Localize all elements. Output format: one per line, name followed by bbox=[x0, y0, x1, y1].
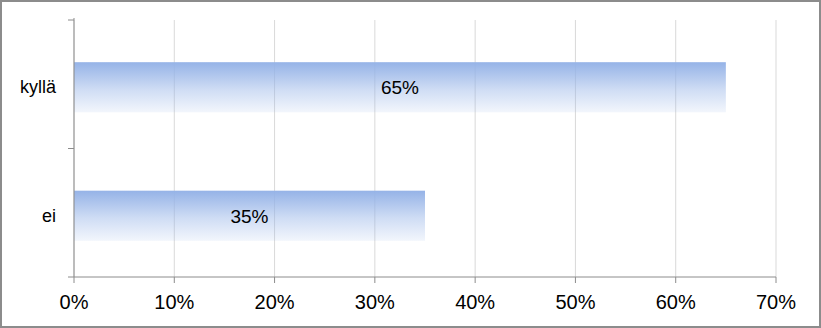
tick-label: 40% bbox=[455, 291, 495, 313]
data-label: 65% bbox=[381, 77, 419, 98]
x-axis bbox=[74, 277, 776, 278]
tick-label: 20% bbox=[255, 291, 295, 313]
tick-mark bbox=[675, 277, 676, 283]
category-tick bbox=[68, 277, 74, 278]
tick-label: 10% bbox=[154, 291, 194, 313]
tick-mark bbox=[174, 277, 175, 283]
bar bbox=[74, 62, 726, 112]
y-axis bbox=[74, 18, 75, 277]
data-label: 35% bbox=[230, 206, 268, 227]
grid-line bbox=[776, 20, 777, 277]
bar bbox=[74, 191, 425, 241]
tick-label: 50% bbox=[555, 291, 595, 313]
category-label: kyllä bbox=[20, 77, 57, 97]
grid-line bbox=[675, 20, 676, 277]
grid-line bbox=[575, 20, 576, 277]
tick-mark bbox=[776, 277, 777, 283]
tick-mark bbox=[575, 277, 576, 283]
tick-label: 60% bbox=[656, 291, 696, 313]
chart-frame bbox=[1, 1, 820, 327]
tick-label: 0% bbox=[60, 291, 89, 313]
category-tick bbox=[68, 20, 74, 21]
chart-svg: 0% 10% 20% 30% 40% 50% 60% 70% kyllä ei 65% 35% bbox=[0, 0, 821, 328]
category-tick bbox=[68, 148, 74, 149]
tick-mark bbox=[274, 277, 275, 283]
bars bbox=[74, 62, 726, 241]
category-label: ei bbox=[42, 206, 56, 226]
tick-mark bbox=[374, 277, 375, 283]
tick-label: 30% bbox=[355, 291, 395, 313]
grid-line bbox=[475, 20, 476, 277]
tick-label: 70% bbox=[756, 291, 796, 313]
tick-mark bbox=[74, 277, 75, 283]
tick-mark bbox=[475, 277, 476, 283]
chart-container: 0% 10% 20% 30% 40% 50% 60% 70% kyllä ei 65% 35% bbox=[0, 0, 821, 328]
